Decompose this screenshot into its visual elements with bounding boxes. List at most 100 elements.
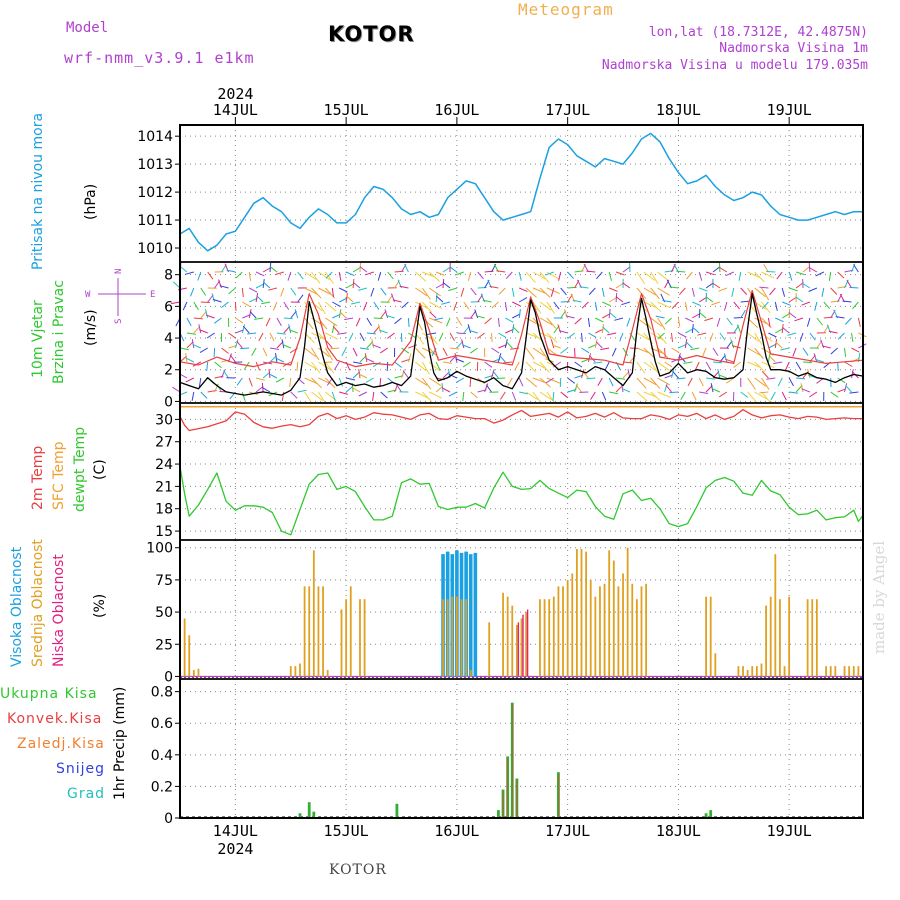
wind-barb — [370, 287, 375, 297]
wind-barb — [276, 317, 282, 327]
wind-barb — [185, 271, 194, 275]
wind-barb — [849, 286, 859, 289]
wind-barb — [254, 317, 264, 320]
cloud-mid-bar — [460, 599, 463, 677]
wind-barb — [615, 296, 624, 303]
cloud-mid-bar — [783, 666, 786, 677]
wind-barb — [684, 339, 688, 349]
wind-barb — [248, 271, 252, 281]
wind-barb — [525, 361, 537, 373]
cloud-mid-bar — [506, 596, 509, 677]
wind-ytick-label-0: 0 — [164, 394, 173, 410]
wind-barb — [546, 332, 558, 343]
wind-barb — [401, 347, 410, 354]
wind-barb — [518, 309, 521, 319]
cloud-mid-bar — [326, 669, 329, 677]
wind-barb — [796, 377, 806, 380]
wind-barb — [499, 391, 506, 400]
wind-barb — [235, 329, 244, 334]
wind-barb — [684, 301, 688, 311]
wind-barb — [650, 391, 662, 402]
wind-barb — [351, 301, 361, 305]
wind-barb — [724, 301, 728, 311]
wind-barb — [505, 341, 513, 349]
wind-barb — [698, 271, 703, 281]
wind-barb — [334, 361, 340, 370]
wind-barb — [497, 317, 500, 328]
precip-bar — [704, 813, 708, 818]
wind-barb — [511, 391, 517, 401]
wind-barb — [685, 328, 694, 334]
wind-barb — [345, 377, 356, 381]
wind-barb — [511, 287, 515, 297]
cloud-mid-bar — [192, 669, 195, 677]
wind-barb — [317, 391, 327, 405]
wind-barb — [186, 317, 192, 327]
wind-barb — [387, 271, 394, 280]
wind-barb — [769, 287, 776, 296]
wind-barb — [325, 301, 337, 312]
wind-barb — [221, 347, 229, 354]
wind-barb — [402, 370, 409, 379]
precip-total-label: Ukupna Kisa — [0, 686, 98, 702]
wind-barb — [600, 347, 610, 351]
wind-barb — [262, 267, 272, 273]
wind-barb — [664, 317, 672, 325]
wind-barb — [664, 361, 673, 368]
wind-barb — [297, 389, 307, 393]
wind-barb — [730, 339, 735, 349]
wind-barb — [726, 317, 733, 326]
wind-barb — [788, 312, 797, 319]
cloud-high-bar — [473, 552, 478, 677]
wind-barb — [801, 388, 811, 393]
wind-barb — [338, 377, 343, 387]
wind-barb — [421, 287, 431, 300]
wind-barb — [311, 347, 320, 361]
wind-barb — [776, 271, 783, 280]
wind-barb — [485, 384, 492, 393]
wind-barb — [498, 332, 507, 339]
wind-barb — [574, 317, 582, 325]
wind-barb — [851, 332, 854, 342]
wind-barb — [283, 325, 291, 334]
wind-barb — [248, 287, 258, 293]
wind-barb — [763, 264, 769, 273]
wind-barb — [679, 287, 686, 296]
wind-barb — [716, 317, 721, 327]
wind-barb — [325, 332, 339, 340]
wind-barb — [428, 287, 441, 297]
wind-barb — [235, 271, 243, 279]
wind-barbs — [171, 262, 867, 405]
wind-barb — [491, 347, 500, 354]
cloud-mid-bar — [557, 586, 560, 677]
wind-barb — [601, 391, 607, 401]
wind-barb — [407, 353, 412, 363]
wind-barb — [456, 332, 466, 335]
wind-barb — [421, 361, 430, 375]
cloud-mid-bar — [603, 583, 606, 677]
elevation-text: Nadmorska Visina 1m — [719, 41, 868, 56]
wind-barb — [352, 347, 358, 357]
wind-barb — [468, 329, 478, 334]
wind-barb — [518, 287, 528, 293]
wind-barb — [738, 271, 742, 281]
wind-barb — [282, 344, 291, 349]
wind-barb — [449, 266, 458, 273]
wind-barb — [788, 377, 794, 387]
wind-barb — [553, 301, 560, 310]
wind-barb — [337, 332, 347, 335]
wind-barb — [740, 287, 748, 295]
wind-barb — [358, 287, 368, 291]
wind-barb — [392, 299, 402, 303]
wind-barb — [558, 271, 562, 281]
wind-barb — [386, 361, 389, 372]
wind-barb — [608, 311, 617, 319]
wind-barb — [602, 313, 611, 319]
wind-barb — [766, 271, 776, 273]
wind-barb — [223, 370, 229, 379]
wind-barb — [297, 294, 304, 303]
wind-barb — [686, 271, 693, 280]
wind-barb — [636, 377, 647, 389]
wind-barb — [673, 263, 679, 273]
wind-barb — [359, 262, 361, 273]
